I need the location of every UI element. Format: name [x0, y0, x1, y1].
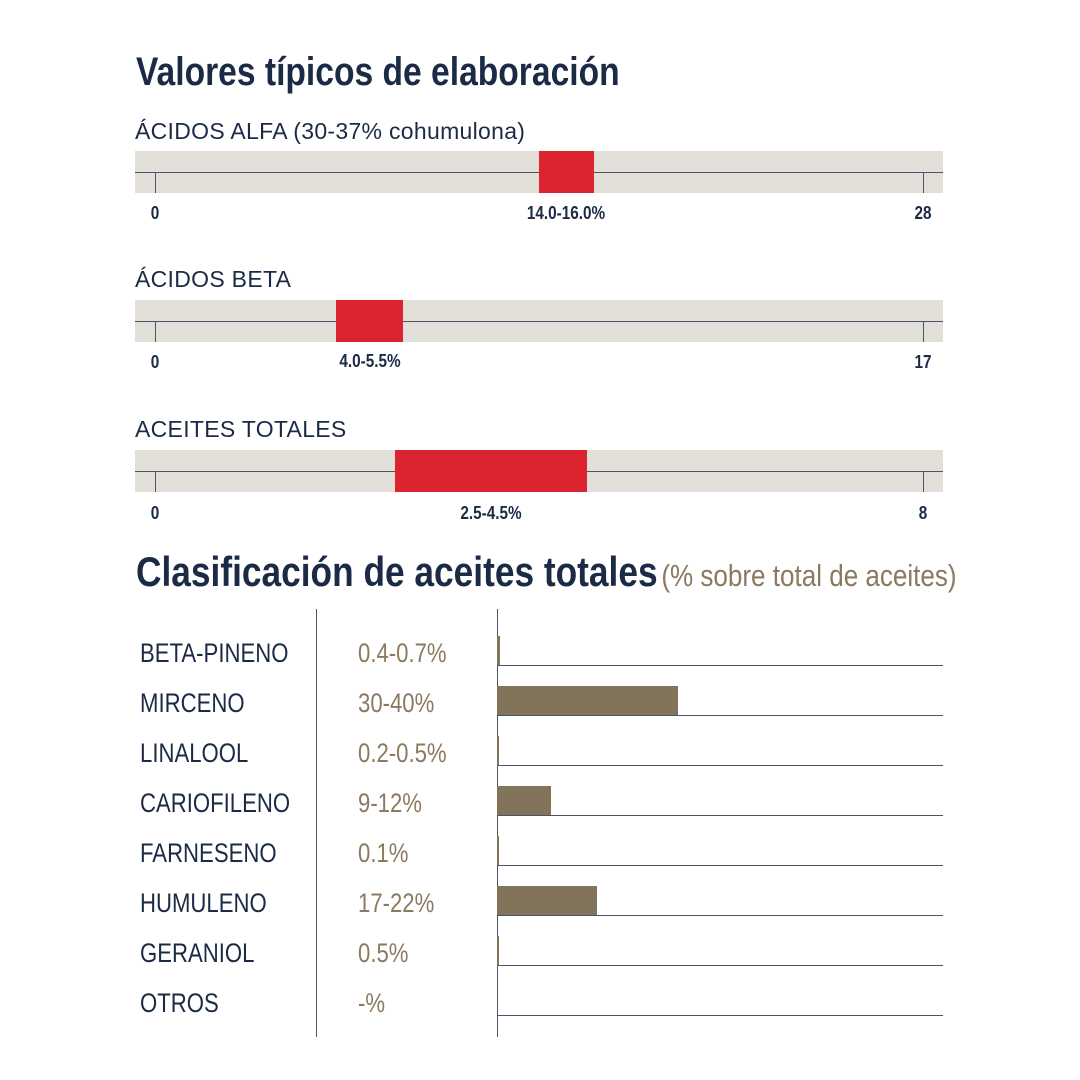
column-divider: [316, 609, 317, 1037]
oil-name-geraniol: GERANIOL: [140, 938, 255, 968]
range-bar-beta: [335, 300, 404, 342]
oils-title: Clasificación de aceites totales: [136, 548, 658, 595]
oil-name-farneseno: FARNESENO: [140, 838, 277, 868]
page-title: Valores típicos de elaboración: [136, 50, 620, 94]
range-label-oils: ACEITES TOTALES: [135, 416, 347, 442]
oil-value-cariofileno: 9-12%: [358, 788, 422, 818]
oil-name-beta-pineno: BETA-PINENO: [140, 638, 289, 668]
oil-name-mirceno: MIRCENO: [140, 688, 245, 718]
oil-bar-humuleno: [497, 886, 597, 915]
oils-section-title: Clasificación de aceites totales (% sobr…: [136, 548, 957, 596]
range-tick-max: [923, 172, 924, 193]
oil-value-linalool: 0.2-0.5%: [358, 738, 447, 768]
oil-value-humuleno: 17-22%: [358, 888, 435, 918]
oil-name-linalool: LINALOOL: [140, 738, 249, 768]
range-max-oils: 8: [918, 503, 928, 523]
oil-baseline: [497, 715, 943, 716]
range-max-beta: 17: [914, 352, 932, 372]
oil-bar-linalool: [497, 736, 500, 765]
range-label-beta: ÁCIDOS BETA: [135, 266, 292, 292]
range-min-oils: 0: [150, 503, 160, 523]
oil-bar-beta-pineno: [497, 636, 501, 665]
oil-bar-mirceno: [497, 686, 678, 715]
oil-name-otros: OTROS: [140, 988, 219, 1018]
oil-baseline: [497, 1015, 943, 1016]
oil-name-cariofileno: CARIOFILENO: [140, 788, 291, 818]
range-track-alpha: [135, 151, 943, 193]
range-bar-alpha: [539, 151, 594, 193]
oil-baseline: [497, 815, 943, 816]
range-max-alpha: 28: [914, 203, 932, 223]
oil-baseline: [497, 865, 943, 866]
oils-subtitle: (% sobre total de aceites): [661, 558, 957, 593]
range-bar-oils: [395, 450, 587, 492]
range-min-beta: 0: [150, 352, 160, 372]
oil-bar-geraniol: [497, 936, 500, 965]
range-value-beta: 4.0-5.5%: [338, 351, 401, 371]
oil-baseline: [497, 965, 943, 966]
range-tick-min: [155, 471, 156, 492]
range-track-oils: [135, 450, 943, 492]
range-value-oils: 2.5-4.5%: [460, 503, 522, 523]
oil-baseline: [497, 915, 943, 916]
oil-value-otros: -%: [358, 988, 386, 1018]
range-value-alpha: 14.0-16.0%: [527, 203, 606, 223]
oil-value-beta-pineno: 0.4-0.7%: [358, 638, 447, 668]
oil-value-geraniol: 0.5%: [358, 938, 409, 968]
oil-value-farneseno: 0.1%: [358, 838, 409, 868]
range-axis: [135, 321, 943, 322]
bar-axis-line: [497, 609, 498, 1037]
range-track-beta: [135, 300, 943, 342]
oil-baseline: [497, 765, 943, 766]
oil-bar-farneseno: [497, 836, 499, 865]
oil-name-humuleno: HUMULENO: [140, 888, 267, 918]
range-label-alpha: ÁCIDOS ALFA (30-37% cohumulona): [135, 118, 526, 144]
range-tick-max: [923, 321, 924, 342]
range-tick-min: [155, 172, 156, 193]
oil-bar-cariofileno: [497, 786, 552, 815]
oil-value-mirceno: 30-40%: [358, 688, 435, 718]
range-tick-max: [923, 471, 924, 492]
range-min-alpha: 0: [150, 203, 160, 223]
oil-baseline: [497, 665, 943, 666]
range-tick-min: [155, 321, 156, 342]
